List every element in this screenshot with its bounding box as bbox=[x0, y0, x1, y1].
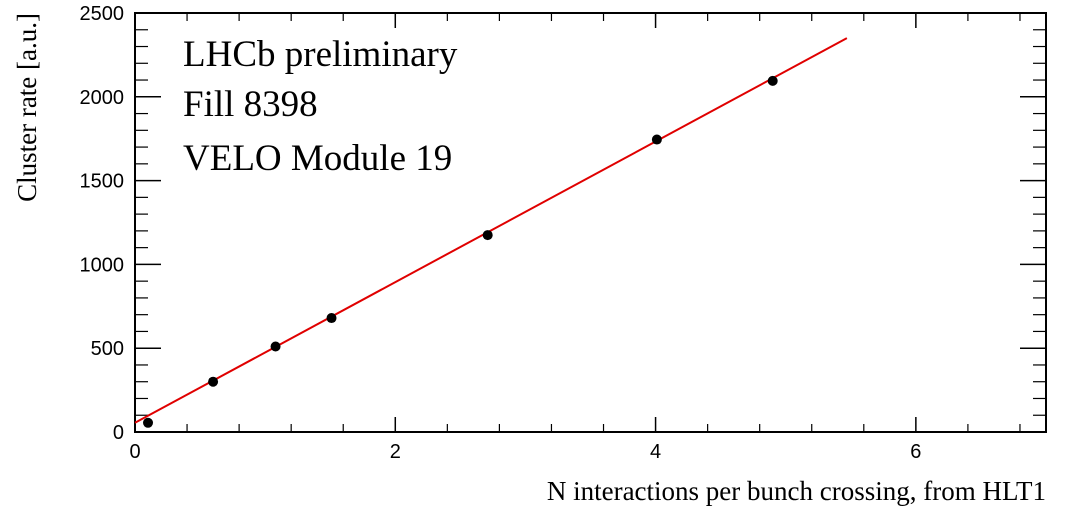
y-tick-label: 1500 bbox=[80, 171, 125, 193]
data-point bbox=[767, 75, 778, 86]
y-tick-label: 2000 bbox=[80, 87, 125, 109]
y-tick-label: 0 bbox=[113, 422, 124, 444]
annotation-line-3: VELO Module 19 bbox=[183, 138, 452, 179]
annotation-line-1: LHCb preliminary bbox=[183, 34, 458, 75]
y-tick-label: 1000 bbox=[80, 254, 125, 276]
data-point bbox=[651, 134, 662, 145]
x-tick-label: 2 bbox=[390, 441, 401, 463]
x-tick-label: 0 bbox=[129, 441, 140, 463]
data-point bbox=[270, 341, 281, 352]
fit-line bbox=[134, 37, 848, 424]
axis-tick-labels: 0 2 4 6 0 500 1000 1500 2000 2500 bbox=[80, 3, 922, 463]
data-point bbox=[208, 376, 219, 387]
x-tick-label: 4 bbox=[650, 441, 661, 463]
x-axis-title: N interactions per bunch crossing, from … bbox=[547, 476, 1046, 506]
y-tick-label: 2500 bbox=[80, 3, 125, 25]
x-tick-label: 6 bbox=[910, 441, 921, 463]
axis-ticks bbox=[134, 12, 1046, 433]
data-points bbox=[143, 75, 778, 428]
data-point bbox=[326, 313, 337, 324]
data-point bbox=[482, 230, 493, 241]
data-point bbox=[143, 417, 154, 428]
annotation-line-2: Fill 8398 bbox=[183, 84, 318, 125]
y-tick-label: 500 bbox=[91, 338, 124, 360]
y-axis-title: Cluster rate [a.u.] bbox=[12, 13, 42, 202]
plot-frame bbox=[134, 12, 1047, 433]
